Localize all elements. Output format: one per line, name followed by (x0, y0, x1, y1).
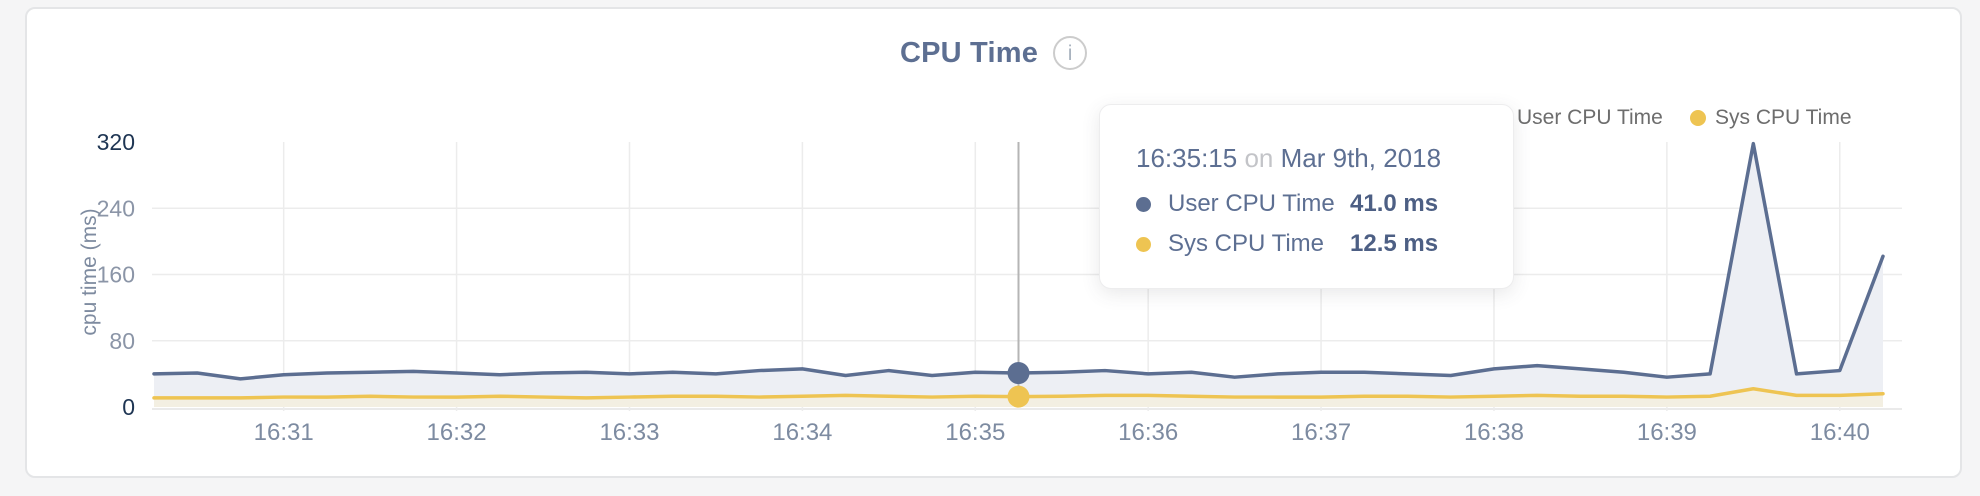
tooltip-row-sys: Sys CPU Time 12.5 ms (1136, 229, 1485, 259)
hover-dot-sys (1007, 385, 1030, 408)
x-tick-label: 16:32 (427, 419, 487, 446)
tooltip-label-sys: Sys CPU Time (1168, 230, 1325, 257)
legend-item-sys-cpu-time[interactable]: Sys CPU Time (1690, 106, 1852, 130)
x-tick-label: 16:31 (254, 419, 314, 446)
x-tick-label: 16:36 (1118, 419, 1178, 446)
x-tick-label: 16:38 (1464, 419, 1524, 446)
x-tick-label: 16:37 (1291, 419, 1351, 446)
cpu-time-chart-card: CPU Time i User CPU Time Sys CPU Time 0 8… (25, 7, 1962, 478)
tooltip-row-user: User CPU Time 41.0 ms (1136, 189, 1485, 219)
info-icon-glyph: i (1067, 41, 1073, 65)
y-tick-label: 320 (97, 129, 135, 155)
legend-label-user: User CPU Time (1517, 106, 1663, 129)
chart-title: CPU Time (899, 36, 1039, 69)
legend-dot-sys-icon (1690, 110, 1706, 126)
info-icon[interactable]: i (1053, 36, 1088, 70)
tooltip-header: 16:35:15 on Mar 9th, 2018 (1136, 143, 1485, 174)
y-tick-label: 80 (109, 328, 135, 354)
chart-header: CPU Time i (27, 36, 1960, 70)
chart-canvas[interactable]: 0 80 160 240 320 16:31 16:32 16:33 16:34 16:35 16:… (27, 9, 1964, 480)
x-tick-label: 16:39 (1637, 419, 1697, 446)
tooltip-dot-user-icon (1136, 196, 1151, 212)
tooltip-value-sys: 12.5 ms (1350, 230, 1439, 257)
y-tick-label: 160 (97, 262, 135, 288)
area-user (154, 143, 1883, 407)
y-tick-label: 0 (122, 394, 135, 420)
x-tick-label: 16:34 (772, 419, 832, 446)
hover-dot-user (1007, 362, 1030, 385)
tooltip-dot-sys-icon (1136, 236, 1151, 252)
tooltip-date: Mar 9th, 2018 (1280, 143, 1442, 173)
y-axis-title: cpu time (ms) (78, 208, 101, 336)
tooltip-conjunction: on (1244, 143, 1274, 173)
x-tick-label: 16:40 (1810, 419, 1870, 446)
x-tick-label: 16:33 (599, 419, 659, 446)
tooltip-time: 16:35:15 (1136, 143, 1238, 173)
legend-label-sys: Sys CPU Time (1715, 106, 1852, 129)
x-tick-label: 16:35 (945, 419, 1005, 446)
tooltip-value-user: 41.0 ms (1350, 190, 1439, 217)
chart-tooltip: 16:35:15 on Mar 9th, 2018 User CPU Time … (1099, 104, 1514, 289)
tooltip-label-user: User CPU Time (1168, 190, 1335, 217)
y-tick-label: 240 (97, 195, 135, 221)
